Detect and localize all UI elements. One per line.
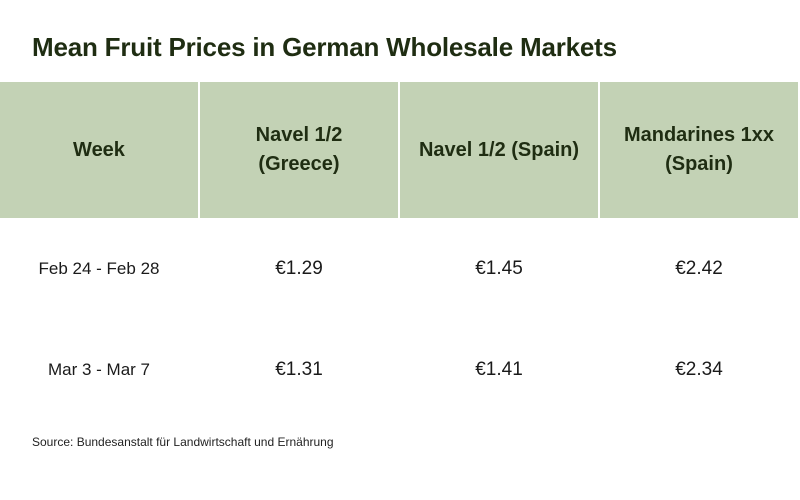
chart-title: Mean Fruit Prices in German Wholesale Ma… [32, 32, 617, 62]
column-header-mandarines-spain-line1: Mandarines 1xx [623, 124, 775, 146]
column-header-navel-spain-label: Navel 1/2 (Spain) [418, 138, 580, 161]
column-header-navel-spain: Navel 1/2 (Spain) [400, 82, 598, 218]
column-header-week-label: Week [73, 138, 125, 161]
table-cell-price: €2.34 [675, 358, 723, 380]
column-header-navel-greece-line2: (Greece) [258, 153, 340, 175]
table-cell-price: €1.31 [275, 358, 323, 380]
column-header-week: Week [0, 82, 198, 218]
column-header-mandarines-spain: Mandarines 1xx (Spain) [600, 82, 798, 218]
table-row: Feb 24 - Feb 28 €1.29 €1.45 €2.42 [0, 218, 798, 319]
price-table: Week Navel 1/2 (Greece) Navel 1/2 (Spain… [0, 82, 798, 420]
table-cell-price: €1.41 [475, 358, 523, 380]
table-cell-price: €1.45 [475, 257, 523, 279]
column-header-mandarines-spain-line2: (Spain) [665, 153, 733, 175]
table-header-row: Week Navel 1/2 (Greece) Navel 1/2 (Spain… [0, 82, 798, 218]
table-cell-week: Feb 24 - Feb 28 [38, 258, 160, 278]
table-row: Mar 3 - Mar 7 €1.31 €1.41 €2.34 [0, 319, 798, 420]
table-cell-week: Mar 3 - Mar 7 [47, 359, 151, 379]
source-note: Source: Bundesanstalt für Landwirtschaft… [32, 435, 334, 449]
column-header-navel-greece: Navel 1/2 (Greece) [200, 82, 398, 218]
column-header-navel-greece-line1: Navel 1/2 [255, 124, 343, 146]
table-cell-price: €1.29 [275, 257, 323, 279]
table-cell-price: €2.42 [675, 257, 723, 279]
